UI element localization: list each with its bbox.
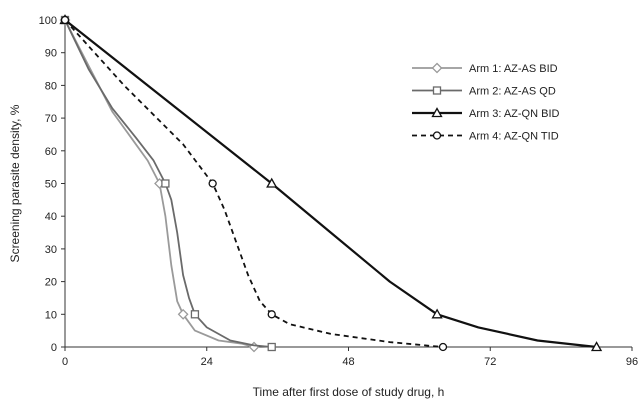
series-line	[64, 19, 444, 348]
data-point-marker	[267, 310, 276, 319]
y-tick-label: 40	[45, 211, 57, 223]
legend-marker	[432, 131, 442, 140]
data-point-marker	[267, 342, 276, 352]
data-point-marker	[177, 308, 189, 320]
y-tick-label: 50	[45, 179, 57, 191]
legend-item: Arm 2: AZ-AS QD	[412, 86, 556, 98]
x-ticks: 0 24 48 72 96	[62, 347, 638, 368]
x-axis-label: Time after first dose of study drug, h	[253, 385, 445, 399]
y-axis-label: Screening parasite density, %	[8, 104, 22, 262]
data-point-marker	[190, 310, 200, 319]
legend-label: Arm 2: AZ-AS QD	[469, 86, 556, 98]
legend-label: Arm 4: AZ-QN TID	[469, 131, 559, 143]
y-tick-label: 30	[45, 244, 57, 256]
data-point-marker	[161, 179, 170, 188]
y-tick-label: 80	[45, 80, 57, 92]
series-line	[64, 19, 255, 348]
legend-marker	[431, 107, 443, 118]
x-tick-label: 96	[626, 356, 638, 368]
y-tick-label: 10	[45, 309, 57, 321]
series-layer	[59, 14, 603, 353]
y-tick-label: 90	[45, 48, 57, 60]
legend: Arm 1: AZ-AS BID Arm 2: AZ-AS QD Arm 3: AZ…	[412, 62, 560, 143]
data-point-marker	[438, 342, 448, 352]
legend-marker	[432, 86, 442, 95]
series-line	[64, 19, 272, 348]
legend-item: Arm 4: AZ-QN TID	[412, 131, 559, 143]
series-line	[64, 19, 597, 349]
y-tick-label: 0	[51, 342, 57, 354]
data-point-marker	[266, 177, 278, 188]
legend-label: Arm 1: AZ-AS BID	[469, 63, 558, 75]
y-ticks: 0 10 20 30 40 50 60 70 80 90 100	[39, 15, 65, 354]
y-tick-label: 70	[45, 113, 57, 125]
data-point-marker	[431, 308, 443, 319]
y-tick-label: 100	[39, 15, 57, 27]
data-point-marker	[60, 15, 70, 25]
x-tick-label: 0	[62, 356, 68, 368]
series-2	[60, 15, 276, 352]
x-tick-label: 48	[342, 356, 354, 368]
y-tick-label: 60	[45, 146, 57, 158]
series-1	[59, 14, 260, 353]
legend-item: Arm 3: AZ-QN BID	[412, 107, 560, 120]
series-4	[60, 15, 448, 352]
data-point-marker	[590, 341, 603, 352]
legend-label: Arm 3: AZ-QN BID	[469, 108, 560, 120]
x-tick-label: 24	[201, 356, 213, 368]
x-tick-label: 72	[484, 356, 496, 368]
y-tick-label: 20	[45, 277, 57, 289]
legend-marker	[431, 62, 443, 74]
legend-item: Arm 1: AZ-AS BID	[412, 62, 558, 75]
data-point-marker	[208, 179, 217, 188]
